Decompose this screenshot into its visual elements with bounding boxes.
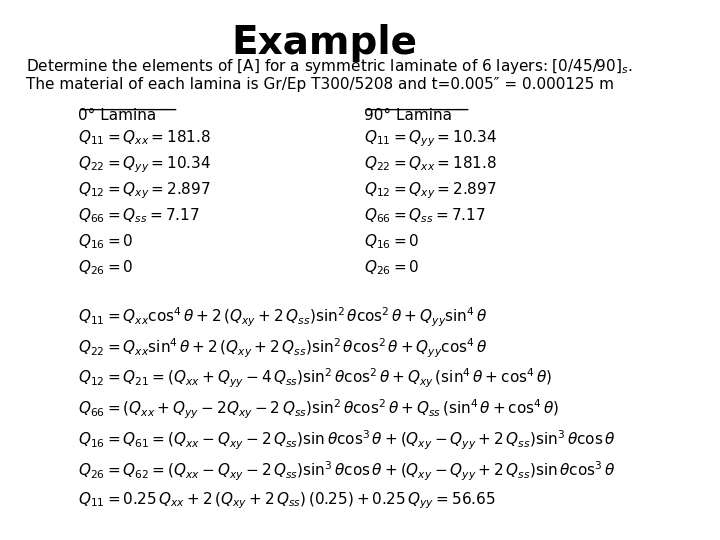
- Text: $Q_{11} = Q_{xx} = 181.8$: $Q_{11} = Q_{xx} = 181.8$: [78, 129, 211, 147]
- Text: $Q_{26} = 0$: $Q_{26} = 0$: [78, 258, 133, 277]
- Text: $Q_{66} = (Q_{xx} + Q_{yy} - 2Q_{xy} - 2\,Q_{ss})\sin^2\theta\cos^2\theta + Q_{s: $Q_{66} = (Q_{xx} + Q_{yy} - 2Q_{xy} - 2…: [78, 398, 559, 421]
- Text: $Q_{22} = Q_{yy} = 10.34$: $Q_{22} = Q_{yy} = 10.34$: [78, 154, 211, 175]
- Text: $Q_{12} = Q_{21} = (Q_{xx} + Q_{yy} - 4\,Q_{ss})\sin^2\theta\cos^2\theta + Q_{xy: $Q_{12} = Q_{21} = (Q_{xx} + Q_{yy} - 4\…: [78, 367, 552, 390]
- Text: Example: Example: [232, 24, 418, 62]
- Text: $Q_{66} = Q_{ss} = 7.17$: $Q_{66} = Q_{ss} = 7.17$: [78, 206, 199, 225]
- Text: $Q_{12} = Q_{xy} = 2.897$: $Q_{12} = Q_{xy} = 2.897$: [78, 180, 210, 201]
- Text: $Q_{11} = 0.25\,Q_{xx} + 2\,(Q_{xy} + 2\,Q_{ss})\,(0.25) + 0.25\,Q_{yy} = 56.65$: $Q_{11} = 0.25\,Q_{xx} + 2\,(Q_{xy} + 2\…: [78, 490, 495, 511]
- Text: 0° Lamina: 0° Lamina: [78, 108, 156, 123]
- Text: The material of each lamina is Gr/Ep T300/5208 and t=0.005″ = 0.000125 m: The material of each lamina is Gr/Ep T30…: [26, 77, 614, 92]
- Text: $Q_{16} = 0$: $Q_{16} = 0$: [364, 232, 419, 251]
- Text: $Q_{11} = Q_{xx}\cos^4\theta + 2\,(Q_{xy} + 2\,Q_{ss})\sin^2\theta\cos^2\theta +: $Q_{11} = Q_{xx}\cos^4\theta + 2\,(Q_{xy…: [78, 306, 487, 329]
- Text: 90° Lamina: 90° Lamina: [364, 108, 451, 123]
- Text: $Q_{22} = Q_{xx} = 181.8$: $Q_{22} = Q_{xx} = 181.8$: [364, 154, 496, 173]
- Text: $Q_{22} = Q_{xx}\sin^4\theta + 2\,(Q_{xy} + 2\,Q_{ss})\sin^2\theta\cos^2\theta +: $Q_{22} = Q_{xx}\sin^4\theta + 2\,(Q_{xy…: [78, 336, 487, 360]
- Text: $Q_{16} = 0$: $Q_{16} = 0$: [78, 232, 133, 251]
- Text: $Q_{66} = Q_{ss} = 7.17$: $Q_{66} = Q_{ss} = 7.17$: [364, 206, 485, 225]
- Text: Determine the elements of [A] for a symmetric laminate of 6 layers: [0/45/90]$_s: Determine the elements of [A] for a symm…: [26, 57, 632, 76]
- Text: $Q_{11} = Q_{yy} = 10.34$: $Q_{11} = Q_{yy} = 10.34$: [364, 129, 497, 149]
- Text: $Q_{26} = 0$: $Q_{26} = 0$: [364, 258, 419, 277]
- Text: $Q_{12} = Q_{xy} = 2.897$: $Q_{12} = Q_{xy} = 2.897$: [364, 180, 496, 201]
- Text: $Q_{26} = Q_{62} = (Q_{xx} - Q_{xy} - 2\,Q_{ss})\sin^3\theta\cos\theta + (Q_{xy}: $Q_{26} = Q_{62} = (Q_{xx} - Q_{xy} - 2\…: [78, 460, 616, 483]
- Text: $Q_{16} = Q_{61} = (Q_{xx} - Q_{xy} - 2\,Q_{ss})\sin\theta\cos^3\theta + (Q_{xy}: $Q_{16} = Q_{61} = (Q_{xx} - Q_{xy} - 2\…: [78, 429, 616, 452]
